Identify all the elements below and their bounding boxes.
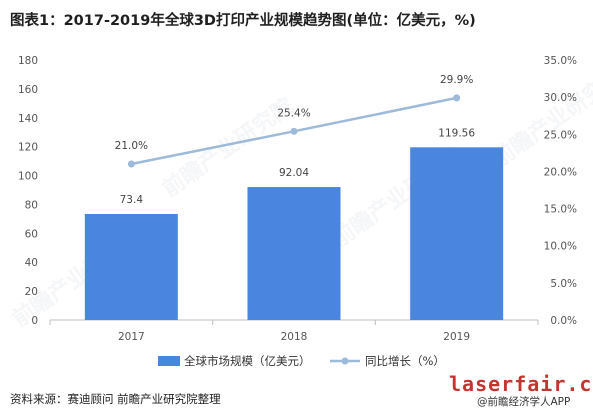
bar-data-label: 119.56 bbox=[438, 127, 475, 139]
legend-swatch-bar bbox=[158, 356, 180, 366]
y-left-tick-label: 0 bbox=[31, 315, 38, 327]
x-tick-label: 2018 bbox=[281, 331, 308, 343]
y-left-tick-label: 60 bbox=[25, 228, 38, 240]
y-left-tick-label: 80 bbox=[25, 199, 38, 211]
growth-line: 21.0% 25.4% 29.9% bbox=[115, 74, 473, 168]
y-left-tick-label: 140 bbox=[18, 113, 38, 125]
y-left-tick-label: 40 bbox=[25, 257, 38, 269]
x-tick-label: 2017 bbox=[118, 331, 145, 343]
y-left-tick-label: 120 bbox=[18, 142, 38, 154]
y-right-tick-label: 5.0% bbox=[550, 278, 577, 290]
axes: 0 20 40 60 80 100 120 140 160 180 0.0% 5.0% 10.0% 15.… bbox=[18, 55, 577, 343]
footer-source: 资料来源：赛迪顾问 前瞻产业研究院整理 bbox=[10, 392, 221, 406]
y-left-tick-label: 100 bbox=[18, 171, 38, 183]
legend-swatch-marker bbox=[341, 357, 349, 365]
y-left-tick-label: 20 bbox=[25, 286, 38, 298]
y-right-tick-label: 20.0% bbox=[544, 166, 577, 178]
growth-data-label: 21.0% bbox=[115, 140, 148, 152]
y-left-tick-label: 160 bbox=[18, 84, 38, 96]
x-tick-label: 2019 bbox=[443, 331, 470, 343]
legend-label-line: 同比增长（%） bbox=[365, 354, 445, 368]
y-right-tick-label: 15.0% bbox=[544, 204, 577, 216]
y-left-tick-label: 180 bbox=[18, 55, 38, 67]
footer-site: laserfair.com bbox=[449, 372, 593, 396]
y-right-tick-label: 35.0% bbox=[544, 55, 577, 67]
growth-point bbox=[453, 94, 461, 102]
bar-data-label: 73.4 bbox=[120, 194, 144, 206]
chart-title: 图表1：2017-2019年全球3D打印产业规模趋势图(单位：亿美元，%) bbox=[10, 13, 476, 29]
growth-data-label: 25.4% bbox=[277, 107, 310, 119]
footer-app: @前瞻经济学人APP bbox=[477, 396, 571, 408]
y-right-tick-label: 25.0% bbox=[544, 129, 577, 141]
y-right-tick-label: 30.0% bbox=[544, 92, 577, 104]
growth-point bbox=[290, 127, 298, 135]
bars: 73.4 92.04 119.56 bbox=[84, 127, 504, 320]
bar-data-label: 92.04 bbox=[279, 167, 309, 179]
legend: 全球市场规模（亿美元） 同比增长（%） bbox=[158, 354, 445, 368]
bar bbox=[247, 187, 341, 320]
legend-label-bar: 全球市场规模（亿美元） bbox=[184, 354, 311, 368]
growth-point bbox=[127, 160, 135, 168]
y-right-tick-label: 10.0% bbox=[544, 241, 577, 253]
bar bbox=[84, 213, 178, 320]
y-right-tick-label: 0.0% bbox=[550, 315, 577, 327]
growth-data-label: 29.9% bbox=[440, 74, 473, 86]
bar bbox=[410, 147, 504, 320]
